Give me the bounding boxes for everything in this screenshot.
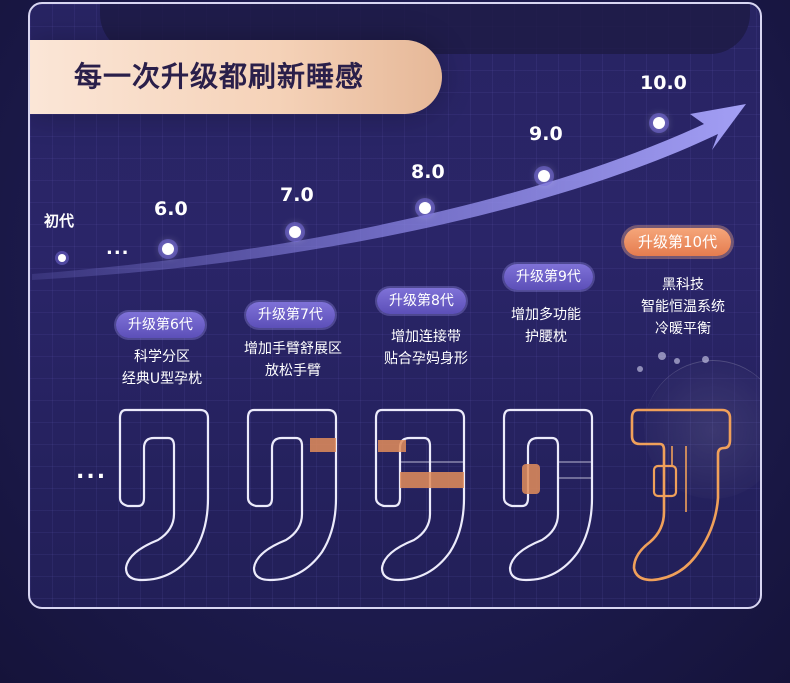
version-label-first: 初代 — [44, 212, 75, 230]
badge-gen6: 升级第6代 — [116, 312, 205, 338]
feature-gen9: 增加多功能 护腰枕 — [500, 304, 592, 348]
feature-gen10-line2: 智能恒温系统 — [641, 299, 725, 315]
feature-gen8-line2: 贴合孕妈身形 — [384, 351, 468, 367]
version-dot-8 — [419, 202, 431, 214]
version-label-8: 8.0 — [411, 161, 445, 183]
pillow-gen7-outline — [246, 408, 338, 582]
feature-gen8: 增加连接带 贴合孕妈身形 — [374, 326, 478, 370]
badge-gen9: 升级第9代 — [504, 264, 593, 290]
pillow-gen6-outline — [118, 408, 210, 582]
bubble — [637, 366, 643, 372]
version-label-10: 10.0 — [640, 72, 687, 94]
feature-gen10-line1: 黑科技 — [662, 277, 704, 293]
pillow-gen10-outline — [630, 408, 732, 582]
version-label-7: 7.0 — [280, 184, 314, 206]
feature-gen10: 黑科技 智能恒温系统 冷暖平衡 — [624, 274, 742, 340]
arm-zone-highlight — [310, 438, 336, 452]
badge-gen10: 升级第10代 — [624, 228, 732, 256]
version-label-6: 6.0 — [154, 198, 188, 220]
feature-gen7-line2: 放松手臂 — [265, 363, 321, 379]
feature-gen10-line3: 冷暖平衡 — [655, 321, 711, 337]
feature-gen6-line1: 科学分区 — [134, 349, 190, 365]
feature-gen7: 增加手臂舒展区 放松手臂 — [235, 338, 351, 382]
pillow-gen9-outline — [502, 408, 594, 582]
pillow-gen8-outline — [374, 408, 466, 582]
bubble — [702, 356, 709, 363]
timeline-panel: 每一次升级都刷新睡感 初代 ... 6.0 7.0 8.0 9.0 10.0 升… — [28, 2, 762, 609]
arm-zone-highlight — [378, 440, 406, 452]
smart-thermo-module — [652, 464, 678, 498]
more-generations-ellipsis: ... — [76, 459, 108, 484]
title-banner: 每一次升级都刷新睡感 — [30, 40, 442, 114]
bubble — [674, 358, 680, 364]
feature-gen6-line2: 经典U型孕枕 — [121, 371, 203, 387]
version-ellipsis: ... — [106, 238, 130, 259]
connector-belt-highlight — [400, 472, 464, 488]
badge-gen8: 升级第8代 — [377, 288, 466, 314]
feature-gen8-line1: 增加连接带 — [391, 329, 461, 345]
feature-gen6: 科学分区 经典U型孕枕 — [116, 346, 208, 390]
waist-pillow-highlight — [522, 464, 540, 494]
version-dot-first — [58, 254, 66, 262]
bubble — [658, 352, 666, 360]
version-label-9: 9.0 — [529, 123, 563, 145]
page-title: 每一次升级都刷新睡感 — [74, 60, 365, 93]
badge-gen7: 升级第7代 — [246, 302, 335, 328]
feature-gen9-line1: 增加多功能 — [511, 307, 581, 323]
feature-gen7-line1: 增加手臂舒展区 — [244, 341, 342, 357]
version-dot-6 — [162, 243, 174, 255]
feature-gen9-line2: 护腰枕 — [525, 329, 567, 345]
version-dot-7 — [289, 226, 301, 238]
version-dot-10 — [653, 117, 665, 129]
version-dot-9 — [538, 170, 550, 182]
